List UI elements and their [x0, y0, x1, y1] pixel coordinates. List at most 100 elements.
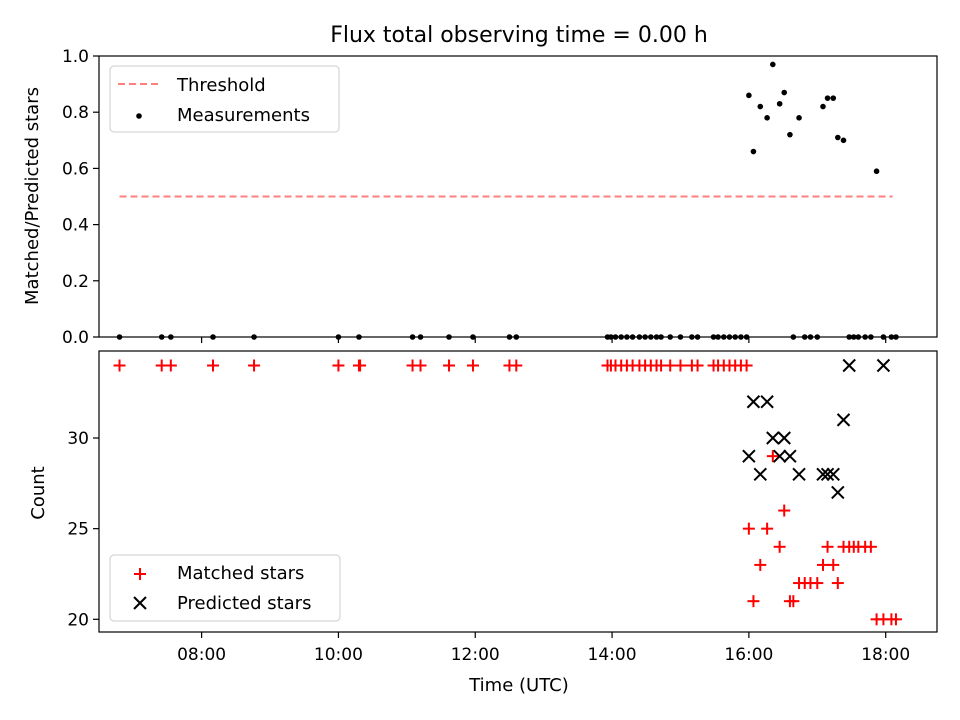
top-y-tick-label: 0.8 — [62, 103, 89, 123]
matched-star-point — [674, 359, 687, 372]
predicted-star-point — [792, 467, 806, 481]
matched-star-point — [332, 359, 345, 372]
top-panel: 0.0 0.2 0.4 0.6 0.8 1.0 Matched/Predicted sta… — [22, 47, 938, 348]
measurement-point — [820, 103, 826, 110]
predicted-star-point — [820, 467, 835, 481]
measurement-point — [824, 95, 831, 101]
matched-star-point — [113, 359, 126, 372]
top-legend-box — [109, 65, 340, 133]
measurement-point — [830, 95, 837, 101]
predicted-legend-swatch — [133, 596, 147, 610]
bottom-legend-box — [109, 554, 341, 622]
top-x-axis — [201, 337, 887, 343]
predicted-star-point — [836, 413, 851, 427]
matched-star-point — [778, 504, 791, 517]
matched-star-point — [766, 450, 779, 463]
matched-star-point — [773, 540, 786, 553]
measurements-legend-swatch — [136, 113, 142, 119]
matched-star-point — [207, 359, 220, 372]
matched-star-point — [664, 359, 677, 372]
top-y-tick-label: 0.6 — [62, 159, 89, 179]
matched-star-point — [787, 595, 800, 608]
matched-star-point — [466, 359, 479, 372]
predicted-star-point — [777, 431, 791, 445]
measurement-point — [764, 115, 770, 121]
top-y-tick-label: 0.2 — [62, 272, 89, 292]
bottom-x-tick-label: 18:00 — [861, 645, 910, 665]
bottom-x-tick-label: 08:00 — [177, 645, 226, 665]
predicted-star-point — [753, 467, 767, 481]
bottom-x-tick-label: 10:00 — [314, 645, 363, 665]
bottom-y-tick-label: 30 — [67, 429, 89, 449]
measurement-point — [757, 103, 764, 110]
matched-star-point — [811, 577, 824, 590]
measurements-legend-label: Measurements — [177, 105, 310, 126]
top-plot-frame — [98, 55, 938, 338]
bottom-x-tick-label: 16:00 — [724, 645, 773, 665]
matched-star-point — [821, 540, 834, 553]
predicted-star-point — [842, 358, 856, 373]
top-y-tick-label: 0.0 — [62, 328, 89, 348]
matched-star-point — [691, 359, 704, 372]
predicted-star-point — [783, 449, 797, 463]
matched-star-point — [831, 577, 844, 590]
measurement-point — [787, 131, 793, 138]
threshold-legend-label: Threshold — [176, 75, 266, 96]
measurement-point — [840, 137, 847, 144]
bottom-x-axis: 08:00 10:00 12:00 14:00 16:00 18:00 — [177, 632, 910, 665]
bottom-panel: 20 25 30 08:00 10:00 12:00 14:00 16:00 18:00 Co… — [28, 350, 938, 696]
measurement-point — [873, 168, 880, 175]
bottom-y-axis: 20 25 30 — [67, 429, 99, 630]
predicted-star-point — [772, 449, 787, 463]
measurement-point — [746, 92, 752, 99]
predicted-star-point — [876, 358, 891, 373]
bottom-y-axis-label: Count — [28, 466, 49, 519]
top-y-tick-label: 1.0 — [62, 47, 89, 67]
matched-star-point — [827, 558, 840, 571]
predicted-star-point — [746, 395, 761, 409]
bottom-y-tick-label: 25 — [67, 520, 89, 540]
measurement-point — [781, 89, 788, 96]
predicted-star-point — [826, 467, 840, 481]
matched-star-point — [747, 595, 760, 608]
matched-star-point — [414, 359, 427, 372]
bottom-plot-frame — [98, 350, 938, 633]
matched-star-point — [864, 540, 877, 553]
measurement-point — [796, 115, 802, 121]
matched-star-point — [889, 613, 902, 626]
bottom-y-tick-label: 20 — [67, 610, 89, 630]
matched-star-point — [742, 522, 755, 535]
bottom-x-tick-label: 14:00 — [588, 645, 637, 665]
top-y-tick-label: 0.4 — [62, 216, 89, 236]
measurement-point — [776, 100, 783, 107]
measurement-point — [770, 61, 776, 68]
matched-star-point — [761, 522, 774, 535]
predicted-star-point — [766, 431, 780, 445]
matched-star-point — [510, 359, 523, 372]
matched-star-point — [816, 558, 829, 571]
matched-star-point — [754, 558, 767, 571]
matched-star-point — [740, 359, 753, 372]
measurement-point — [750, 148, 757, 155]
predicted-star-point — [816, 467, 830, 481]
matched-star-point — [443, 359, 456, 372]
measurement-point — [835, 134, 841, 141]
bottom-x-tick-label: 12:00 — [451, 645, 500, 665]
predicted-legend-label: Predicted stars — [177, 593, 311, 614]
matched-star-point — [164, 359, 177, 372]
predicted-star-point — [831, 485, 845, 500]
top-y-axis-label: Matched/Predicted stars — [22, 87, 43, 305]
matched-star-point — [248, 359, 261, 372]
chart-title: Flux total observing time = 0.00 h — [330, 23, 708, 48]
bottom-series-layer — [113, 358, 902, 626]
top-y-axis: 0.0 0.2 0.4 0.6 0.8 1.0 — [62, 47, 99, 348]
top-legend: Threshold Measurements — [109, 65, 340, 133]
matched-star-point — [354, 359, 367, 372]
matched-legend-label: Matched stars — [177, 563, 304, 584]
predicted-star-point — [742, 449, 756, 463]
bottom-x-axis-label: Time (UTC) — [468, 675, 569, 696]
matched-legend-swatch — [134, 568, 146, 580]
predicted-star-point — [760, 395, 774, 409]
bottom-legend: Matched stars Predicted stars — [109, 554, 341, 622]
